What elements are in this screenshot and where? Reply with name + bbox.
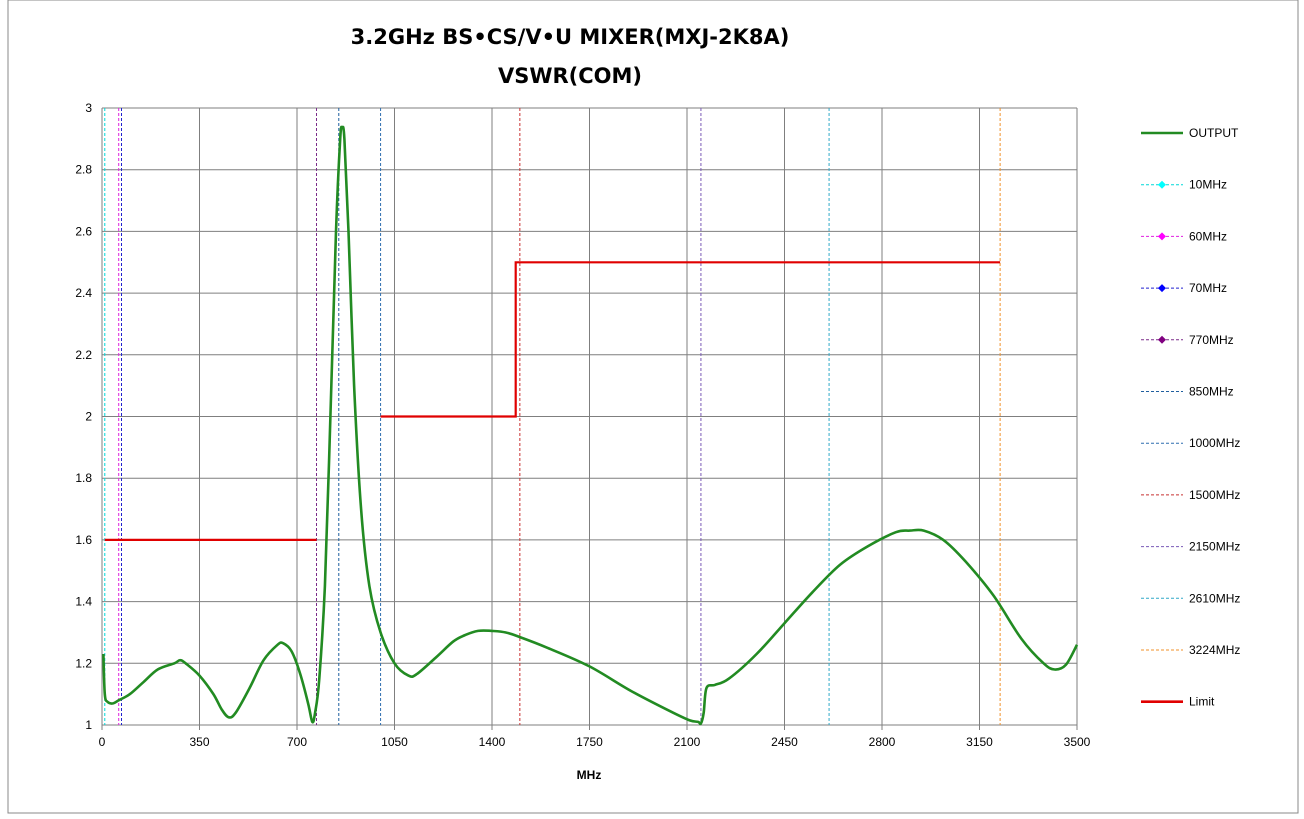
x-tick-label: 1400 xyxy=(479,735,506,749)
chart-title: 3.2GHz BS•CS/V•U MIXER(MXJ-2K8A) xyxy=(351,25,790,49)
x-tick-label: 1050 xyxy=(381,735,408,749)
y-tick-label: 3 xyxy=(85,101,92,115)
legend-marker xyxy=(1158,180,1166,189)
legend-label: Limit xyxy=(1189,695,1215,709)
x-tick-label: 3150 xyxy=(966,735,993,749)
legend-item-1500mhz: 1500MHz xyxy=(1141,488,1240,502)
legend-item-770mhz: 770MHz xyxy=(1141,333,1234,347)
legend-label: 850MHz xyxy=(1189,385,1234,399)
legend-label: 10MHz xyxy=(1189,178,1227,192)
x-axis-ticks: 0 350 700 1050 1400 1750 2100 2450 2800 3150 3500 xyxy=(99,735,1091,749)
legend-item-70mhz: 70MHz xyxy=(1141,281,1227,295)
y-tick-label: 2 xyxy=(85,410,92,424)
legend-marker xyxy=(1158,284,1166,293)
x-axis-label: MHz xyxy=(577,768,602,782)
legend: OUTPUT 10MHz 60MHz 70MHz 770MHz 850MHz 1000MHz… xyxy=(1141,126,1240,709)
limit-line xyxy=(380,261,1001,418)
limit-series xyxy=(104,261,1001,542)
legend-item-2610mhz: 2610MHz xyxy=(1141,591,1240,605)
legend-label: 70MHz xyxy=(1189,281,1227,295)
x-tick-label: 2100 xyxy=(674,735,701,749)
x-tick-label: 0 xyxy=(99,735,106,749)
legend-item-850mhz: 850MHz xyxy=(1141,385,1234,399)
x-tick-label: 1750 xyxy=(576,735,603,749)
y-tick-label: 2.6 xyxy=(75,224,92,238)
legend-label: OUTPUT xyxy=(1189,126,1239,140)
y-tick-label: 1.8 xyxy=(75,471,92,485)
legend-item-10mhz: 10MHz xyxy=(1141,178,1227,192)
legend-item-output: OUTPUT xyxy=(1141,126,1239,140)
y-tick-label: 2.4 xyxy=(75,286,92,300)
legend-marker xyxy=(1158,335,1166,344)
y-tick-label: 2.8 xyxy=(75,163,92,177)
legend-label: 2610MHz xyxy=(1189,591,1240,605)
output-series xyxy=(102,125,1079,726)
chart-subtitle: VSWR(COM) xyxy=(498,64,642,88)
legend-item-2150mhz: 2150MHz xyxy=(1141,540,1240,554)
legend-item-limit: Limit xyxy=(1141,695,1215,709)
legend-label: 770MHz xyxy=(1189,333,1234,347)
legend-label: 1000MHz xyxy=(1189,436,1240,450)
x-tick-label: 350 xyxy=(189,735,209,749)
chart-border xyxy=(7,0,1299,814)
y-tick-label: 1 xyxy=(85,718,92,732)
legend-label: 1500MHz xyxy=(1189,488,1240,502)
legend-marker xyxy=(1158,232,1166,241)
legend-label: 3224MHz xyxy=(1189,643,1240,657)
legend-item-60mhz: 60MHz xyxy=(1141,229,1227,243)
y-tick-label: 1.6 xyxy=(75,533,92,547)
legend-item-1000mhz: 1000MHz xyxy=(1141,436,1240,450)
frequency-marker-lines xyxy=(104,108,1001,725)
legend-label: 60MHz xyxy=(1189,229,1227,243)
y-tick-label: 1.2 xyxy=(75,656,92,670)
y-tick-label: 1.4 xyxy=(75,595,92,609)
y-tick-label: 2.2 xyxy=(75,348,92,362)
legend-label: 2150MHz xyxy=(1189,540,1240,554)
legend-item-3224mhz: 3224MHz xyxy=(1141,643,1240,657)
y-axis-ticks: 1 1.2 1.4 1.6 1.8 2 2.2 2.4 2.6 2.8 3 xyxy=(75,101,92,732)
x-tick-label: 3500 xyxy=(1064,735,1091,749)
x-tick-label: 2800 xyxy=(869,735,896,749)
x-tick-label: 2450 xyxy=(771,735,798,749)
output-curve xyxy=(102,125,1079,726)
x-tick-label: 700 xyxy=(287,735,307,749)
